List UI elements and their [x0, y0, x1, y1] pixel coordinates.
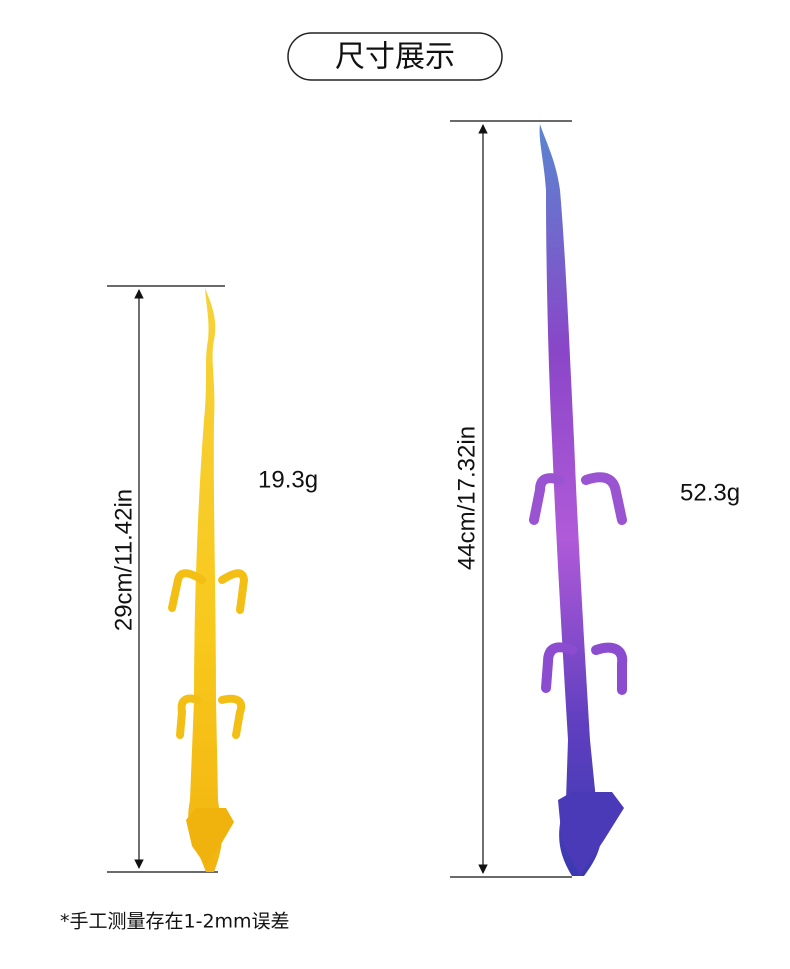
title-pill: [287, 32, 503, 81]
size-label: 44cm/17.32in: [453, 426, 480, 570]
title: 尺寸展示: [335, 40, 455, 75]
size-label: 29cm/11.42in: [110, 489, 137, 631]
note: *手工测量存在1-2mm误差: [60, 911, 290, 933]
weight-label: 52.3g: [680, 479, 740, 506]
yellow-dragon: [168, 288, 249, 872]
purple-dragon: [529, 124, 628, 876]
weight-label: 19.3g: [258, 466, 318, 493]
